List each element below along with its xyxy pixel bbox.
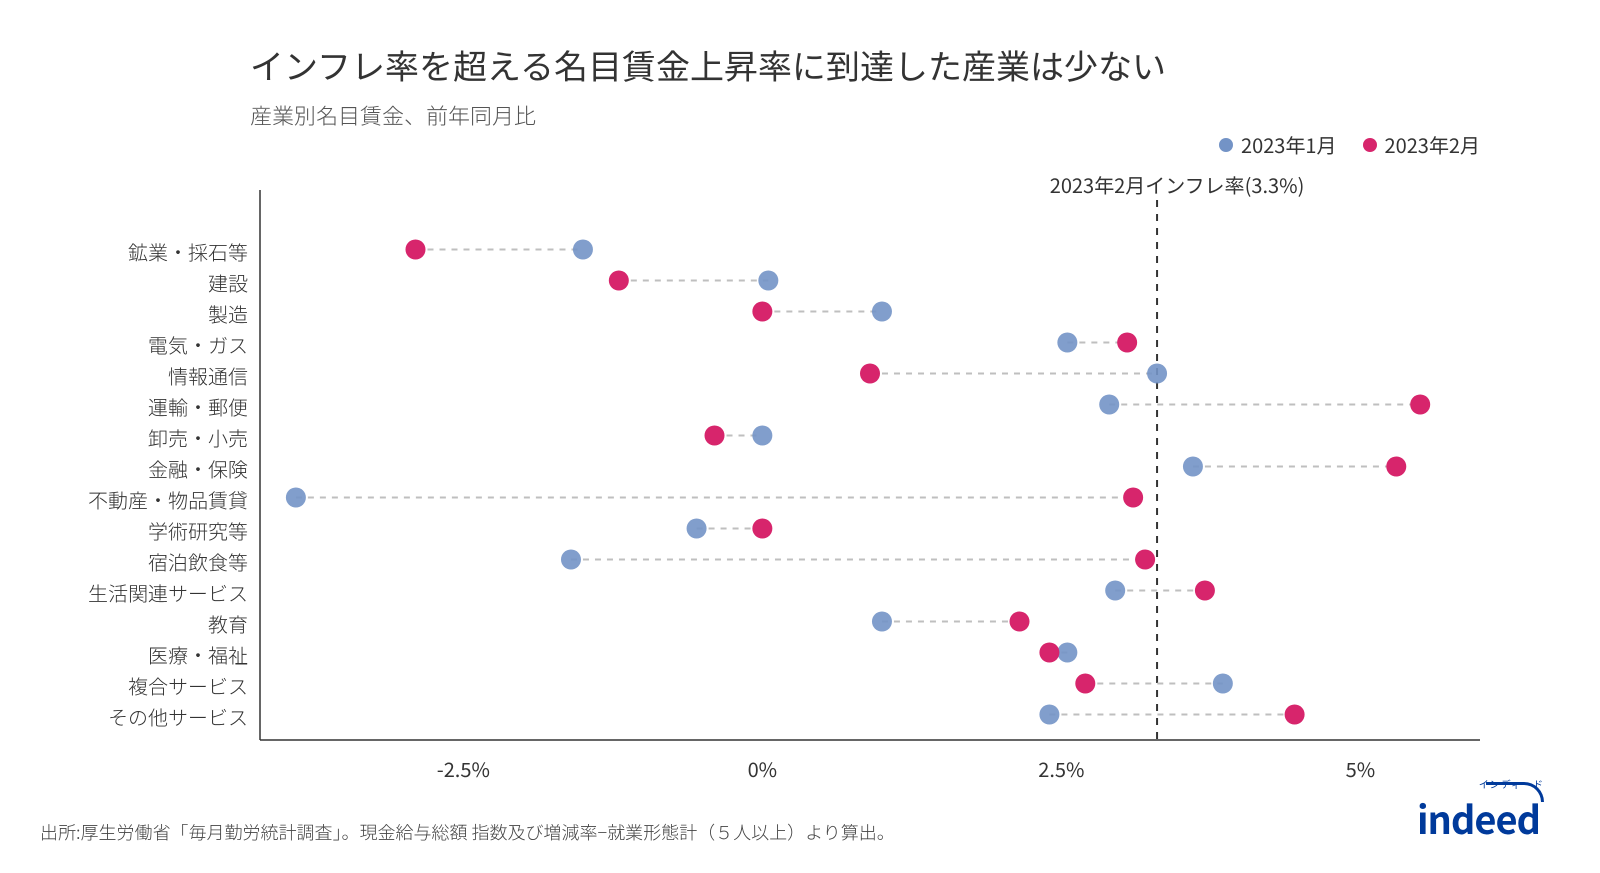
y-axis-category-label: 複合サービス bbox=[128, 671, 248, 700]
y-axis-category-label: 鉱業・採石等 bbox=[128, 237, 248, 266]
logo-arc-icon bbox=[1486, 782, 1544, 802]
footer: 出所:厚生労働省「毎月勤労統計調査」。現金給与総額 指数及び増減率−就業形態計（… bbox=[40, 790, 1540, 845]
y-axis-category-label: 教育 bbox=[208, 609, 248, 638]
y-axis-category-label: 学術研究等 bbox=[148, 516, 248, 545]
y-axis-category-label: 運輸・郵便 bbox=[148, 392, 248, 421]
y-axis-category-label: 金融・保険 bbox=[148, 454, 248, 483]
y-axis-category-label: 情報通信 bbox=[168, 361, 248, 390]
x-axis-tick-label: 0% bbox=[748, 754, 778, 783]
x-axis-tick-label: 2.5% bbox=[1038, 754, 1084, 783]
y-axis-category-label: 製造 bbox=[208, 299, 248, 328]
y-axis-category-label: 卸売・小売 bbox=[148, 423, 248, 452]
x-axis-tick-label: -2.5% bbox=[437, 754, 490, 783]
indeed-logo: インディード indeed bbox=[1417, 790, 1540, 845]
source-text: 出所:厚生労働省「毎月勤労統計調査」。現金給与総額 指数及び増減率−就業形態計（… bbox=[40, 819, 895, 845]
y-axis-category-label: 生活関連サービス bbox=[88, 578, 248, 607]
y-axis-category-label: 不動産・物品賃貸 bbox=[88, 485, 248, 514]
y-axis-category-label: 医療・福祉 bbox=[148, 640, 248, 669]
x-axis-tick-label: 5% bbox=[1346, 754, 1376, 783]
y-axis-category-label: その他サービス bbox=[108, 702, 248, 731]
y-axis-category-label: 電気・ガス bbox=[148, 330, 248, 359]
y-axis-category-label: 宿泊飲食等 bbox=[148, 547, 248, 576]
chart-container: インフレ率を超える名目賃金上昇率に到達した産業は少ない 産業別名目賃金、前年同月… bbox=[0, 0, 1600, 873]
y-axis-category-label: 建設 bbox=[208, 268, 248, 297]
